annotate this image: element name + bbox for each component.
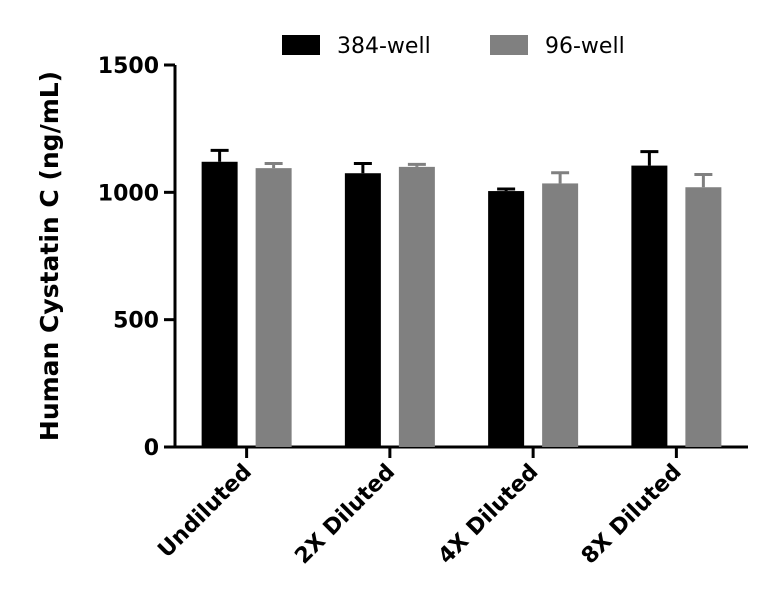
bar [631, 165, 668, 448]
bar [201, 161, 238, 448]
bar [542, 183, 579, 448]
x-tick-label: Undiluted [153, 460, 256, 563]
x-tick-label: 4X Diluted [434, 460, 544, 570]
bar [344, 173, 381, 447]
legend-label: 384-well [337, 34, 431, 59]
legend-label: 96-well [545, 34, 625, 59]
y-axis-title: Human Cystatin C (ng/mL) [35, 71, 64, 441]
legend: 384-well 96-well [282, 34, 625, 59]
bar [255, 168, 292, 447]
bars [201, 148, 722, 448]
y-tick-label: 1500 [98, 54, 159, 79]
legend-swatch [490, 35, 528, 55]
x-tick-label: 8X Diluted [577, 460, 687, 570]
y-tick-label: 1000 [98, 181, 159, 206]
legend-swatch [282, 35, 320, 55]
bar [685, 187, 722, 448]
y-tick-label: 500 [113, 309, 159, 334]
bar [398, 166, 435, 447]
y-tick-label: 0 [144, 436, 159, 461]
x-tick-label: 2X Diluted [290, 460, 400, 570]
x-axis: Undiluted 2X Diluted 4X Diluted 8X Diluted [153, 445, 748, 570]
bar [488, 191, 525, 447]
y-axis: 0 500 1000 1500 [98, 54, 177, 461]
